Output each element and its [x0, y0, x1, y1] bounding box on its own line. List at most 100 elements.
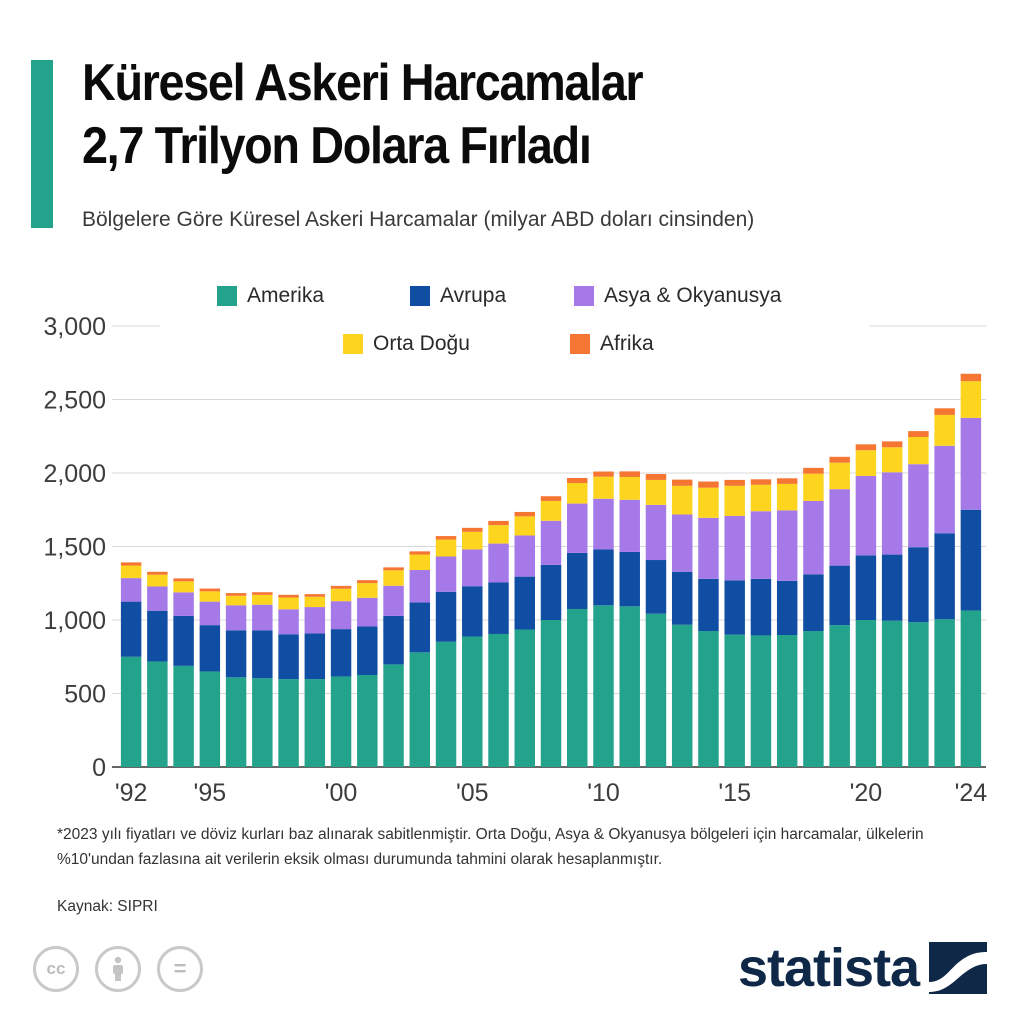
y-tick-label: 2,000	[43, 460, 106, 488]
bar-segment	[881, 447, 903, 473]
bar-segment	[960, 381, 982, 418]
bar-segment	[750, 484, 772, 512]
bar-segment	[855, 620, 877, 767]
bar-segment	[750, 511, 772, 579]
accent-bar	[31, 60, 53, 228]
legend-swatch	[574, 286, 594, 306]
bar-segment	[147, 661, 168, 767]
title-line-1: Küresel Askeri Harcamalar	[82, 54, 644, 112]
bar-segment	[199, 591, 221, 602]
bar-segment	[619, 551, 640, 607]
bar-segment	[540, 620, 562, 767]
bar-segment	[514, 535, 535, 577]
bar-segment	[776, 510, 798, 581]
bar-segment	[619, 476, 640, 500]
bar-segment	[330, 585, 352, 589]
bar-segment	[934, 445, 955, 534]
bar-segment	[225, 630, 247, 678]
x-tick-label: '20	[850, 779, 883, 807]
bar-segment	[619, 606, 640, 767]
y-tick-label: 1,000	[43, 607, 106, 635]
legend-label: Afrika	[600, 332, 654, 355]
bar-segment	[173, 592, 194, 616]
bar-segment	[199, 671, 221, 767]
bar-segment	[278, 634, 299, 680]
bar-segment	[409, 652, 431, 767]
y-tick-label: 500	[64, 681, 106, 709]
statista-brand[interactable]: statista	[738, 938, 988, 998]
bar-segment	[225, 595, 247, 606]
legend-item-asya-okyanusya: Asya & Okyanusya	[574, 284, 781, 308]
bar-segment	[409, 602, 431, 653]
bar-segment	[567, 503, 588, 553]
bar-segment	[960, 610, 982, 767]
bar-segment	[698, 517, 719, 579]
bar-segment	[698, 631, 719, 767]
bar-segment	[120, 578, 142, 602]
bar-segment	[330, 588, 352, 602]
bar-segment	[934, 414, 955, 446]
bar-segment	[698, 487, 719, 518]
footnote: *2023 yılı fiyatları ve döviz kurları ba…	[57, 826, 924, 868]
bar-segment	[199, 588, 221, 592]
bar-segment	[803, 473, 824, 501]
bar-segment	[593, 498, 614, 550]
bar-segment	[724, 479, 745, 486]
bar-segment	[435, 591, 457, 642]
bar-segment	[330, 601, 352, 630]
bar-segment	[462, 549, 483, 587]
y-axis-ticks: 0 500 1,000 1,500 2,000 2,500 3,000	[43, 313, 106, 782]
bar-segment	[855, 450, 877, 476]
bar-segment	[147, 610, 168, 662]
bar-segment	[776, 634, 798, 767]
bar-segment	[829, 456, 850, 463]
bar-segment	[252, 592, 273, 595]
bar-segment	[173, 578, 194, 582]
bar-segment	[855, 444, 877, 451]
bar-segment	[724, 515, 745, 581]
bar-segment	[908, 436, 929, 465]
bar-segment	[671, 485, 693, 515]
bar-segment	[488, 633, 509, 767]
bar-segment	[593, 605, 614, 767]
legend-item-afrika: Afrika	[570, 332, 654, 356]
bar-segment	[199, 625, 221, 672]
bar-segment	[488, 582, 509, 634]
bar-segment	[908, 464, 929, 548]
bar-segment	[908, 547, 929, 623]
bar-segment	[330, 676, 352, 767]
y-tick-label: 0	[92, 754, 106, 782]
x-tick-label: '95	[194, 779, 227, 807]
bar-segment	[724, 634, 745, 767]
bar-segment	[514, 576, 535, 630]
bar-segment	[357, 580, 378, 584]
legend-swatch	[410, 286, 430, 306]
legend-swatch	[570, 334, 590, 354]
bar-segment	[829, 462, 850, 490]
bar-segment	[252, 604, 273, 631]
bar-segment	[776, 580, 798, 635]
bar-segment	[776, 483, 798, 511]
bar-segment	[567, 477, 588, 483]
bar-segment	[462, 636, 483, 767]
bar-segment	[908, 622, 929, 767]
bar-segment	[803, 631, 824, 767]
bar-segment	[120, 601, 142, 657]
bar-segment	[409, 551, 431, 555]
bar-segment	[855, 475, 877, 556]
x-tick-label: '00	[325, 779, 358, 807]
bar-segment	[357, 597, 378, 627]
nd-icon-text: =	[173, 956, 187, 981]
bar-segment	[671, 514, 693, 572]
bar-segment	[540, 520, 562, 565]
legend-label: Asya & Okyanusya	[604, 284, 782, 307]
bar-segment	[881, 620, 903, 767]
bar-segment	[278, 609, 299, 635]
bar-segment	[173, 581, 194, 593]
bar-segment	[619, 471, 640, 477]
x-tick-label: '05	[456, 779, 489, 807]
bar-segment	[934, 619, 955, 767]
bar-segment	[645, 479, 667, 505]
bar-segment	[330, 629, 352, 677]
